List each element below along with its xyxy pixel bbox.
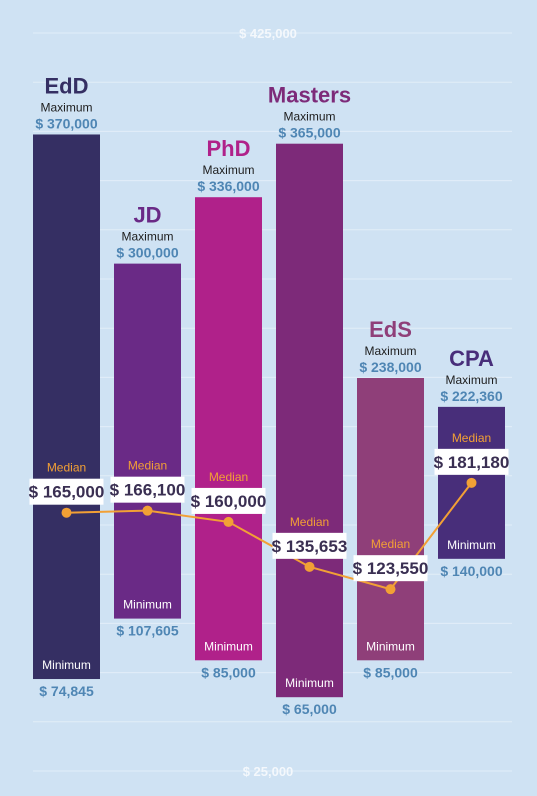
category-label-phd: PhD — [207, 136, 251, 161]
minimum-value-eds: $ 85,000 — [363, 664, 418, 680]
bar-eds — [357, 378, 424, 661]
maximum-label: Maximum — [364, 344, 416, 358]
maximum-value-eds: $ 238,000 — [359, 359, 421, 375]
median-label: Median — [452, 431, 491, 445]
median-label: Median — [290, 515, 329, 529]
median-label: Median — [128, 459, 167, 473]
bar-phd — [195, 197, 262, 661]
category-label-cpa: CPA — [449, 346, 494, 371]
median-value-box — [353, 555, 428, 582]
maximum-value-cpa: $ 222,360 — [440, 388, 502, 404]
maximum-value-jd: $ 300,000 — [116, 245, 178, 261]
minimum-value-phd: $ 85,000 — [201, 664, 256, 680]
maximum-label: Maximum — [202, 163, 254, 177]
maximum-value-masters: $ 365,000 — [278, 125, 340, 141]
median-point-edd — [61, 507, 72, 518]
minimum-label: Minimum — [366, 639, 415, 653]
minimum-label: Minimum — [42, 658, 91, 672]
minimum-label: Minimum — [447, 538, 496, 552]
maximum-value-edd: $ 370,000 — [35, 115, 97, 131]
category-label-eds: EdS — [369, 317, 412, 342]
y-tick-label: $ 25,000 — [243, 764, 294, 779]
maximum-label: Maximum — [40, 100, 92, 114]
minimum-value-edd: $ 74,845 — [39, 683, 94, 699]
median-value-box — [272, 532, 347, 559]
bar-masters — [276, 143, 343, 698]
maximum-label: Maximum — [283, 110, 335, 124]
category-label-edd: EdD — [45, 73, 89, 98]
minimum-label: Minimum — [285, 676, 334, 690]
minimum-value-cpa: $ 140,000 — [440, 563, 502, 579]
median-point-masters — [304, 561, 315, 572]
median-value-jd: $ 166,100 — [110, 481, 186, 500]
maximum-value-phd: $ 336,000 — [197, 178, 259, 194]
median-label: Median — [209, 470, 248, 484]
median-value-masters: $ 135,653 — [272, 537, 348, 556]
median-value-box — [29, 478, 104, 505]
median-value-box — [110, 476, 185, 503]
median-value-phd: $ 160,000 — [191, 492, 267, 511]
median-value-box — [191, 487, 266, 514]
minimum-label: Minimum — [123, 598, 172, 612]
bar-jd — [114, 263, 181, 619]
median-point-cpa — [466, 477, 477, 488]
category-label-masters: Masters — [268, 83, 351, 108]
median-label: Median — [371, 537, 410, 551]
minimum-value-masters: $ 65,000 — [282, 701, 337, 717]
median-point-phd — [223, 516, 234, 527]
minimum-label: Minimum — [204, 639, 253, 653]
category-label-jd: JD — [133, 203, 161, 228]
median-value-edd: $ 165,000 — [29, 483, 105, 502]
median-point-jd — [142, 505, 153, 516]
median-point-eds — [385, 584, 396, 595]
median-value-eds: $ 123,550 — [353, 559, 429, 578]
minimum-value-jd: $ 107,605 — [116, 623, 178, 639]
median-value-cpa: $ 181,180 — [434, 453, 510, 472]
maximum-label: Maximum — [121, 230, 173, 244]
y-tick-label: $ 425,000 — [239, 26, 297, 41]
median-value-box — [434, 448, 509, 475]
bar-edd — [33, 134, 100, 680]
median-label: Median — [47, 461, 86, 475]
maximum-label: Maximum — [445, 373, 497, 387]
